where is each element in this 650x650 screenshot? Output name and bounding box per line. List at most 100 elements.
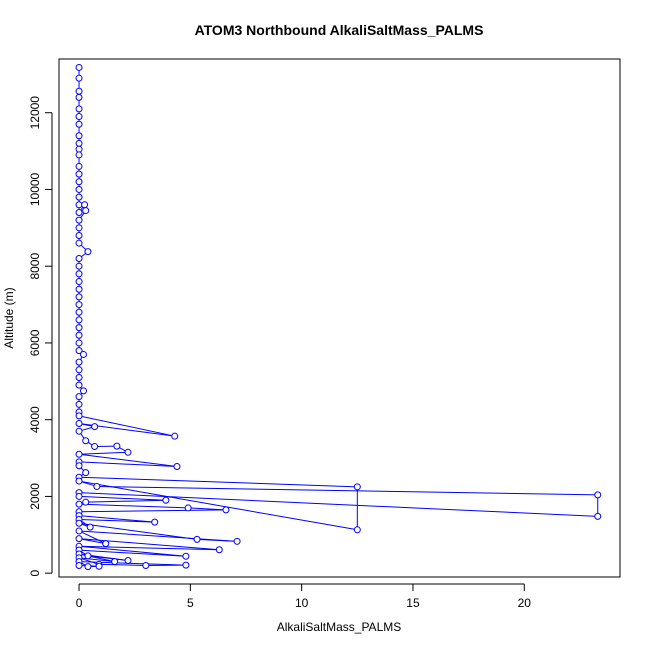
data-point [93, 482, 101, 490]
series-segment [79, 518, 155, 523]
data-point [182, 552, 190, 560]
y-tick-label: 0 [28, 570, 42, 577]
chart-title: ATOM3 Northbound AlkaliSaltMass_PALMS [195, 22, 484, 38]
data-point [75, 561, 83, 569]
data-point [142, 561, 150, 569]
data-point [75, 477, 83, 485]
data-point [82, 498, 90, 506]
data-point [79, 350, 87, 358]
data-point [91, 443, 99, 451]
data-point [111, 558, 119, 566]
data-point [75, 339, 83, 347]
y-tick-label: 8000 [28, 253, 42, 280]
data-point [113, 442, 121, 450]
data-point [75, 113, 83, 121]
y-axis: 0 2000 4000 6000 8000 10000 12000 [28, 96, 53, 577]
data-point [102, 540, 110, 548]
data-point [75, 331, 83, 339]
x-tick-label: 15 [406, 596, 420, 610]
x-axis-label: AlkaliSaltMass_PALMS [277, 620, 402, 634]
series-segment [78, 453, 178, 467]
data-point [75, 93, 83, 101]
x-tick-label: 10 [295, 596, 309, 610]
data-point [162, 496, 170, 504]
data-point [75, 255, 83, 263]
data-point [75, 301, 83, 309]
data-point [353, 483, 361, 491]
series-segment [79, 451, 129, 455]
data-point [594, 491, 602, 499]
data-point [75, 500, 83, 508]
series-points [75, 63, 602, 571]
series-segment [78, 530, 106, 545]
series-segment [79, 492, 598, 517]
series-segment [79, 476, 358, 488]
data-point [75, 87, 83, 95]
data-point [75, 145, 83, 153]
data-point [75, 151, 83, 159]
series-segment [79, 495, 166, 501]
series-segment [79, 509, 226, 513]
data-point [75, 492, 83, 500]
series-segment [78, 480, 358, 531]
data-point [75, 412, 83, 420]
y-tick-label: 10000 [28, 172, 42, 206]
data-point [75, 232, 83, 240]
y-tick-label: 2000 [28, 483, 42, 510]
data-point [95, 562, 103, 570]
data-point [594, 512, 602, 520]
series-segment [78, 557, 100, 565]
data-point [75, 74, 83, 82]
series-segment [96, 485, 598, 496]
series-segment [78, 522, 198, 540]
series-segment [79, 549, 186, 557]
data-point [75, 224, 83, 232]
x-tick-label: 0 [76, 596, 83, 610]
data-point [75, 139, 83, 147]
data-point [75, 239, 83, 247]
data-point [171, 432, 179, 440]
data-point [215, 546, 223, 554]
data-point [79, 387, 87, 395]
data-point [82, 207, 90, 215]
data-point [75, 393, 83, 401]
series-segment [79, 545, 220, 551]
data-point [353, 526, 361, 534]
data-point [84, 563, 92, 571]
x-axis: 0 5 10 15 20 [76, 583, 532, 610]
data-point [75, 358, 83, 366]
data-point [84, 552, 92, 560]
data-point [75, 105, 83, 113]
data-point [75, 132, 83, 140]
data-point [124, 448, 132, 456]
data-point [75, 270, 83, 278]
data-point [75, 519, 83, 527]
data-point [75, 450, 83, 458]
data-point [81, 201, 89, 209]
data-point [124, 557, 132, 565]
data-point [75, 420, 83, 428]
data-point [75, 170, 83, 178]
x-tick-label: 20 [518, 596, 532, 610]
series-segment [78, 538, 220, 551]
data-point [84, 248, 92, 256]
data-point [173, 462, 181, 470]
data-point [222, 506, 230, 514]
data-point [75, 308, 83, 316]
data-point [75, 462, 83, 470]
data-point [193, 535, 201, 543]
series-segment [79, 530, 238, 542]
data-point [86, 523, 94, 531]
data-point [75, 185, 83, 193]
data-point [75, 216, 83, 224]
series-segment [78, 515, 155, 523]
y-tick-label: 12000 [28, 96, 42, 130]
data-point [75, 366, 83, 374]
data-point [75, 278, 83, 286]
series-segment [79, 503, 189, 509]
x-tick-label: 5 [187, 596, 194, 610]
data-point [75, 373, 83, 381]
data-point [75, 120, 83, 128]
